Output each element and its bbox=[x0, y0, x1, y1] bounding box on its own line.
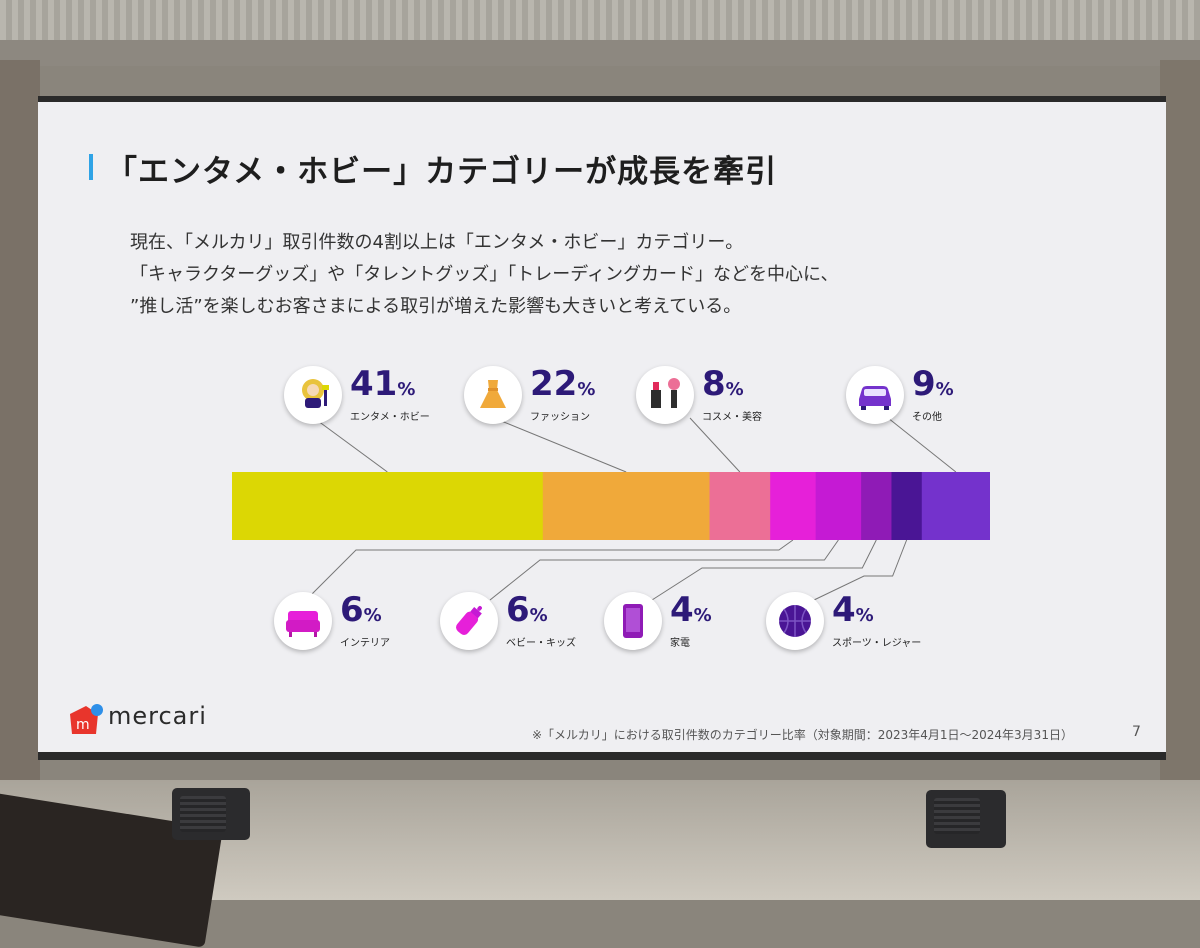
value-label: 4% bbox=[670, 590, 712, 630]
mercari-logo-icon: m bbox=[70, 704, 103, 734]
badge bbox=[636, 366, 694, 424]
category-label: その他 bbox=[912, 412, 942, 423]
bar-segment-baby bbox=[815, 472, 862, 540]
value-label: 9% bbox=[912, 364, 954, 404]
value-label: 4% bbox=[832, 590, 874, 630]
sofa-icon bbox=[286, 611, 320, 637]
person-icon bbox=[302, 379, 329, 408]
baby-bottle-icon bbox=[456, 605, 482, 635]
badge bbox=[766, 592, 824, 650]
badge bbox=[464, 366, 522, 424]
description-line: 「キャラクターグッズ」や「タレントグッズ」「トレーディングカード」などを中心に、 bbox=[130, 264, 839, 285]
value-label: 8% bbox=[702, 364, 744, 404]
category-label: 家電 bbox=[670, 638, 690, 649]
value-label: 6% bbox=[340, 590, 382, 630]
presentation-screen: 「エンタメ・ホビー」カテゴリーが成長を牽引 現在、「メルカリ」取引件数の4割以上… bbox=[38, 96, 1166, 760]
footnote: ※「メルカリ」における取引件数のカテゴリー比率（対象期間：2023年4月1日～2… bbox=[532, 728, 1073, 742]
leader-line-entame bbox=[313, 417, 388, 473]
category-label: ファッション bbox=[530, 412, 590, 423]
leader-line-other bbox=[887, 417, 957, 473]
bar-segment-interior bbox=[770, 472, 817, 540]
category-label: エンタメ・ホビー bbox=[350, 412, 430, 423]
wall-left bbox=[0, 60, 40, 820]
basketball-icon bbox=[779, 605, 811, 637]
speaker-left bbox=[172, 788, 250, 840]
title-accent-bar bbox=[89, 154, 93, 180]
bar-segment-cosme bbox=[709, 472, 771, 540]
description-line: ”推し活”を楽しむお客さまによる取引が増えた影響も大きいと考えている。 bbox=[130, 296, 742, 317]
cosmetics-icon bbox=[651, 378, 680, 408]
dress-icon bbox=[480, 380, 506, 408]
bar-segment-kaden bbox=[861, 472, 892, 540]
badge bbox=[440, 592, 498, 650]
category-label: ベビー・キッズ bbox=[506, 638, 576, 649]
badge bbox=[274, 592, 332, 650]
wall-right bbox=[1160, 60, 1200, 820]
category-label: コスメ・美容 bbox=[702, 412, 762, 423]
stacked-bar bbox=[232, 472, 990, 540]
smartphone-icon bbox=[623, 604, 643, 638]
badge bbox=[284, 366, 342, 424]
value-label: 41% bbox=[350, 364, 416, 404]
bar-segment-entame bbox=[232, 472, 544, 540]
bar-segment-other bbox=[921, 472, 990, 540]
description-line: 現在、「メルカリ」取引件数の4割以上は「エンタメ・ホビー」カテゴリー。 bbox=[130, 232, 744, 253]
leader-line-cosme bbox=[689, 417, 741, 473]
value-label: 6% bbox=[506, 590, 548, 630]
car-icon bbox=[859, 386, 891, 410]
page-number: 7 bbox=[1132, 724, 1141, 740]
slide-title: 「エンタメ・ホビー」カテゴリーが成長を牽引 bbox=[106, 154, 778, 190]
logo-text: mercari bbox=[108, 702, 207, 730]
svg-text:m: m bbox=[76, 717, 90, 733]
ceiling-beam bbox=[0, 40, 1200, 66]
category-label: スポーツ・レジャー bbox=[832, 638, 922, 649]
bar-segment-fashion bbox=[542, 472, 711, 540]
badge bbox=[846, 366, 904, 424]
category-label: インテリア bbox=[340, 638, 390, 649]
value-label: 22% bbox=[530, 364, 596, 404]
badge bbox=[604, 592, 662, 650]
bar-segment-sports bbox=[891, 472, 923, 540]
speaker-right bbox=[926, 790, 1006, 848]
leader-line-fashion bbox=[493, 417, 627, 473]
leader-lines bbox=[305, 417, 957, 601]
